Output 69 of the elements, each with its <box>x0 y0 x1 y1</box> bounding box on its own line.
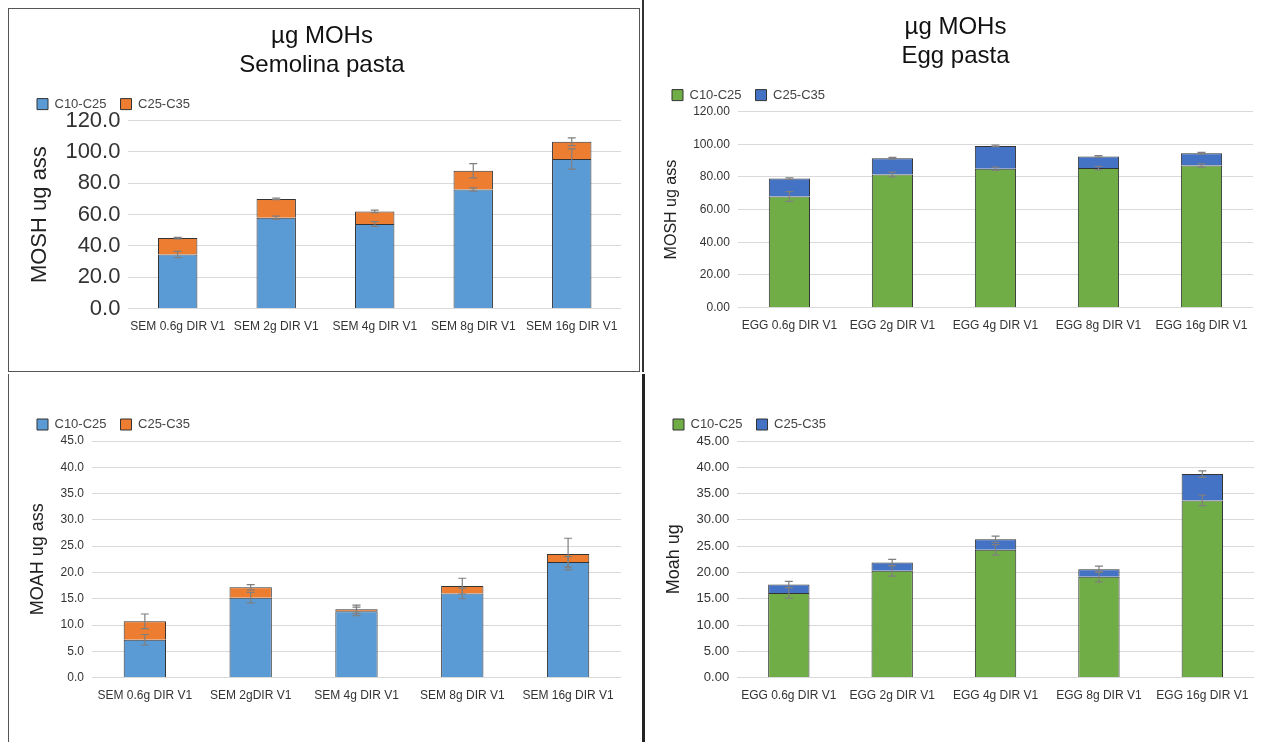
y-tick-label: 60.00 <box>699 201 731 216</box>
y-tick-label: 0.0 <box>67 669 85 684</box>
x-tick-label: SEM 2g DIR V1 <box>233 319 319 334</box>
x-tick-label: EGG 16g DIR V1 <box>1156 688 1249 703</box>
legend-label: C25-C35 <box>774 416 827 432</box>
legend-label: C25-C35 <box>773 86 826 102</box>
legend-label: C25-C35 <box>138 416 191 432</box>
y-tick-label: 25.0 <box>60 538 85 553</box>
y-tick-label: 100.00 <box>693 136 731 151</box>
y-tick-label: 35.0 <box>60 485 85 500</box>
legend-label: C25-C35 <box>138 95 191 111</box>
legend-label: C10-C25 <box>54 416 107 432</box>
y-tick-label: 15.0 <box>60 591 85 606</box>
x-tick-label: SEM 4g DIR V1 <box>314 688 400 703</box>
x-tick-label: SEM 16g DIR V1 <box>522 688 615 703</box>
x-tick-label: SEM 8g DIR V1 <box>419 688 505 703</box>
y-tick-label: 5.00 <box>703 642 730 658</box>
y-tick-label: 80.00 <box>699 169 731 184</box>
y-tick-label: 0.00 <box>706 299 731 314</box>
x-tick-label: EGG 4g DIR V1 <box>952 318 1039 333</box>
x-tick-label: EGG 2g DIR V1 <box>849 688 936 703</box>
y-tick-label: 40.00 <box>699 234 731 249</box>
y-tick-label: 10.0 <box>60 617 85 632</box>
y-tick-label: 30.00 <box>696 511 730 527</box>
x-tick-label: EGG 0.6g DIR V1 <box>741 318 838 333</box>
legend-label: C10-C25 <box>689 86 742 102</box>
x-tick-label: SEM 2gDIR V1 <box>209 688 292 703</box>
y-tick-label: 35.00 <box>696 485 730 501</box>
x-tick-label: SEM 16g DIR V1 <box>526 319 618 334</box>
legend-label: C10-C25 <box>690 416 743 432</box>
y-tick-label: 20.00 <box>699 267 731 282</box>
x-tick-label: SEM 8g DIR V1 <box>430 319 516 334</box>
chart-subtitle: Egg pasta <box>901 40 1011 68</box>
y-axis-title: MOAH ug ass <box>26 503 47 616</box>
x-tick-label: EGG 8g DIR V1 <box>1056 688 1142 703</box>
y-tick-label: 40.0 <box>77 232 121 257</box>
y-tick-label: 15.00 <box>696 590 730 606</box>
y-tick-label: 45.0 <box>60 433 85 448</box>
x-tick-label: SEM 4g DIR V1 <box>332 319 418 334</box>
legend-label: C10-C25 <box>54 95 107 111</box>
x-tick-label: EGG 0.6g DIR V1 <box>741 688 837 703</box>
y-tick-label: 0.00 <box>703 669 730 685</box>
x-tick-label: EGG 8g DIR V1 <box>1055 318 1142 333</box>
x-tick-label: SEM 0.6g DIR V1 <box>130 319 226 334</box>
x-tick-label: EGG 2g DIR V1 <box>849 318 936 333</box>
y-tick-label: 100.0 <box>65 138 121 163</box>
y-tick-label: 20.00 <box>696 564 730 580</box>
chart-title: µg MOHs <box>904 12 1007 40</box>
y-tick-label: 0.0 <box>89 294 121 320</box>
y-tick-label: 5.0 <box>67 643 85 658</box>
y-tick-label: 60.0 <box>77 200 121 226</box>
y-tick-label: 20.0 <box>60 564 85 579</box>
y-axis-title: MOSH ug ass <box>662 159 680 260</box>
x-tick-label: EGG 16g DIR V1 <box>1155 318 1248 333</box>
y-tick-label: 30.0 <box>60 512 85 527</box>
y-tick-label: 25.00 <box>696 537 730 553</box>
chart-subtitle: Semolina pasta <box>239 49 406 77</box>
y-axis-title: MOSH ug ass <box>26 146 52 284</box>
x-tick-label: EGG 4g DIR V1 <box>952 688 1039 703</box>
y-tick-label: 45.00 <box>696 432 730 448</box>
y-tick-label: 80.0 <box>77 169 121 195</box>
y-tick-label: 40.0 <box>60 459 85 474</box>
y-tick-label: 40.00 <box>696 458 730 474</box>
y-tick-label: 10.00 <box>696 616 730 632</box>
x-tick-label: SEM 0.6g DIR V1 <box>97 688 193 703</box>
y-tick-label: 20.0 <box>77 263 121 289</box>
chart-title: µg MOHs <box>271 21 373 49</box>
y-tick-label: 120.00 <box>693 103 731 118</box>
y-axis-title: Moah ug <box>662 524 683 595</box>
